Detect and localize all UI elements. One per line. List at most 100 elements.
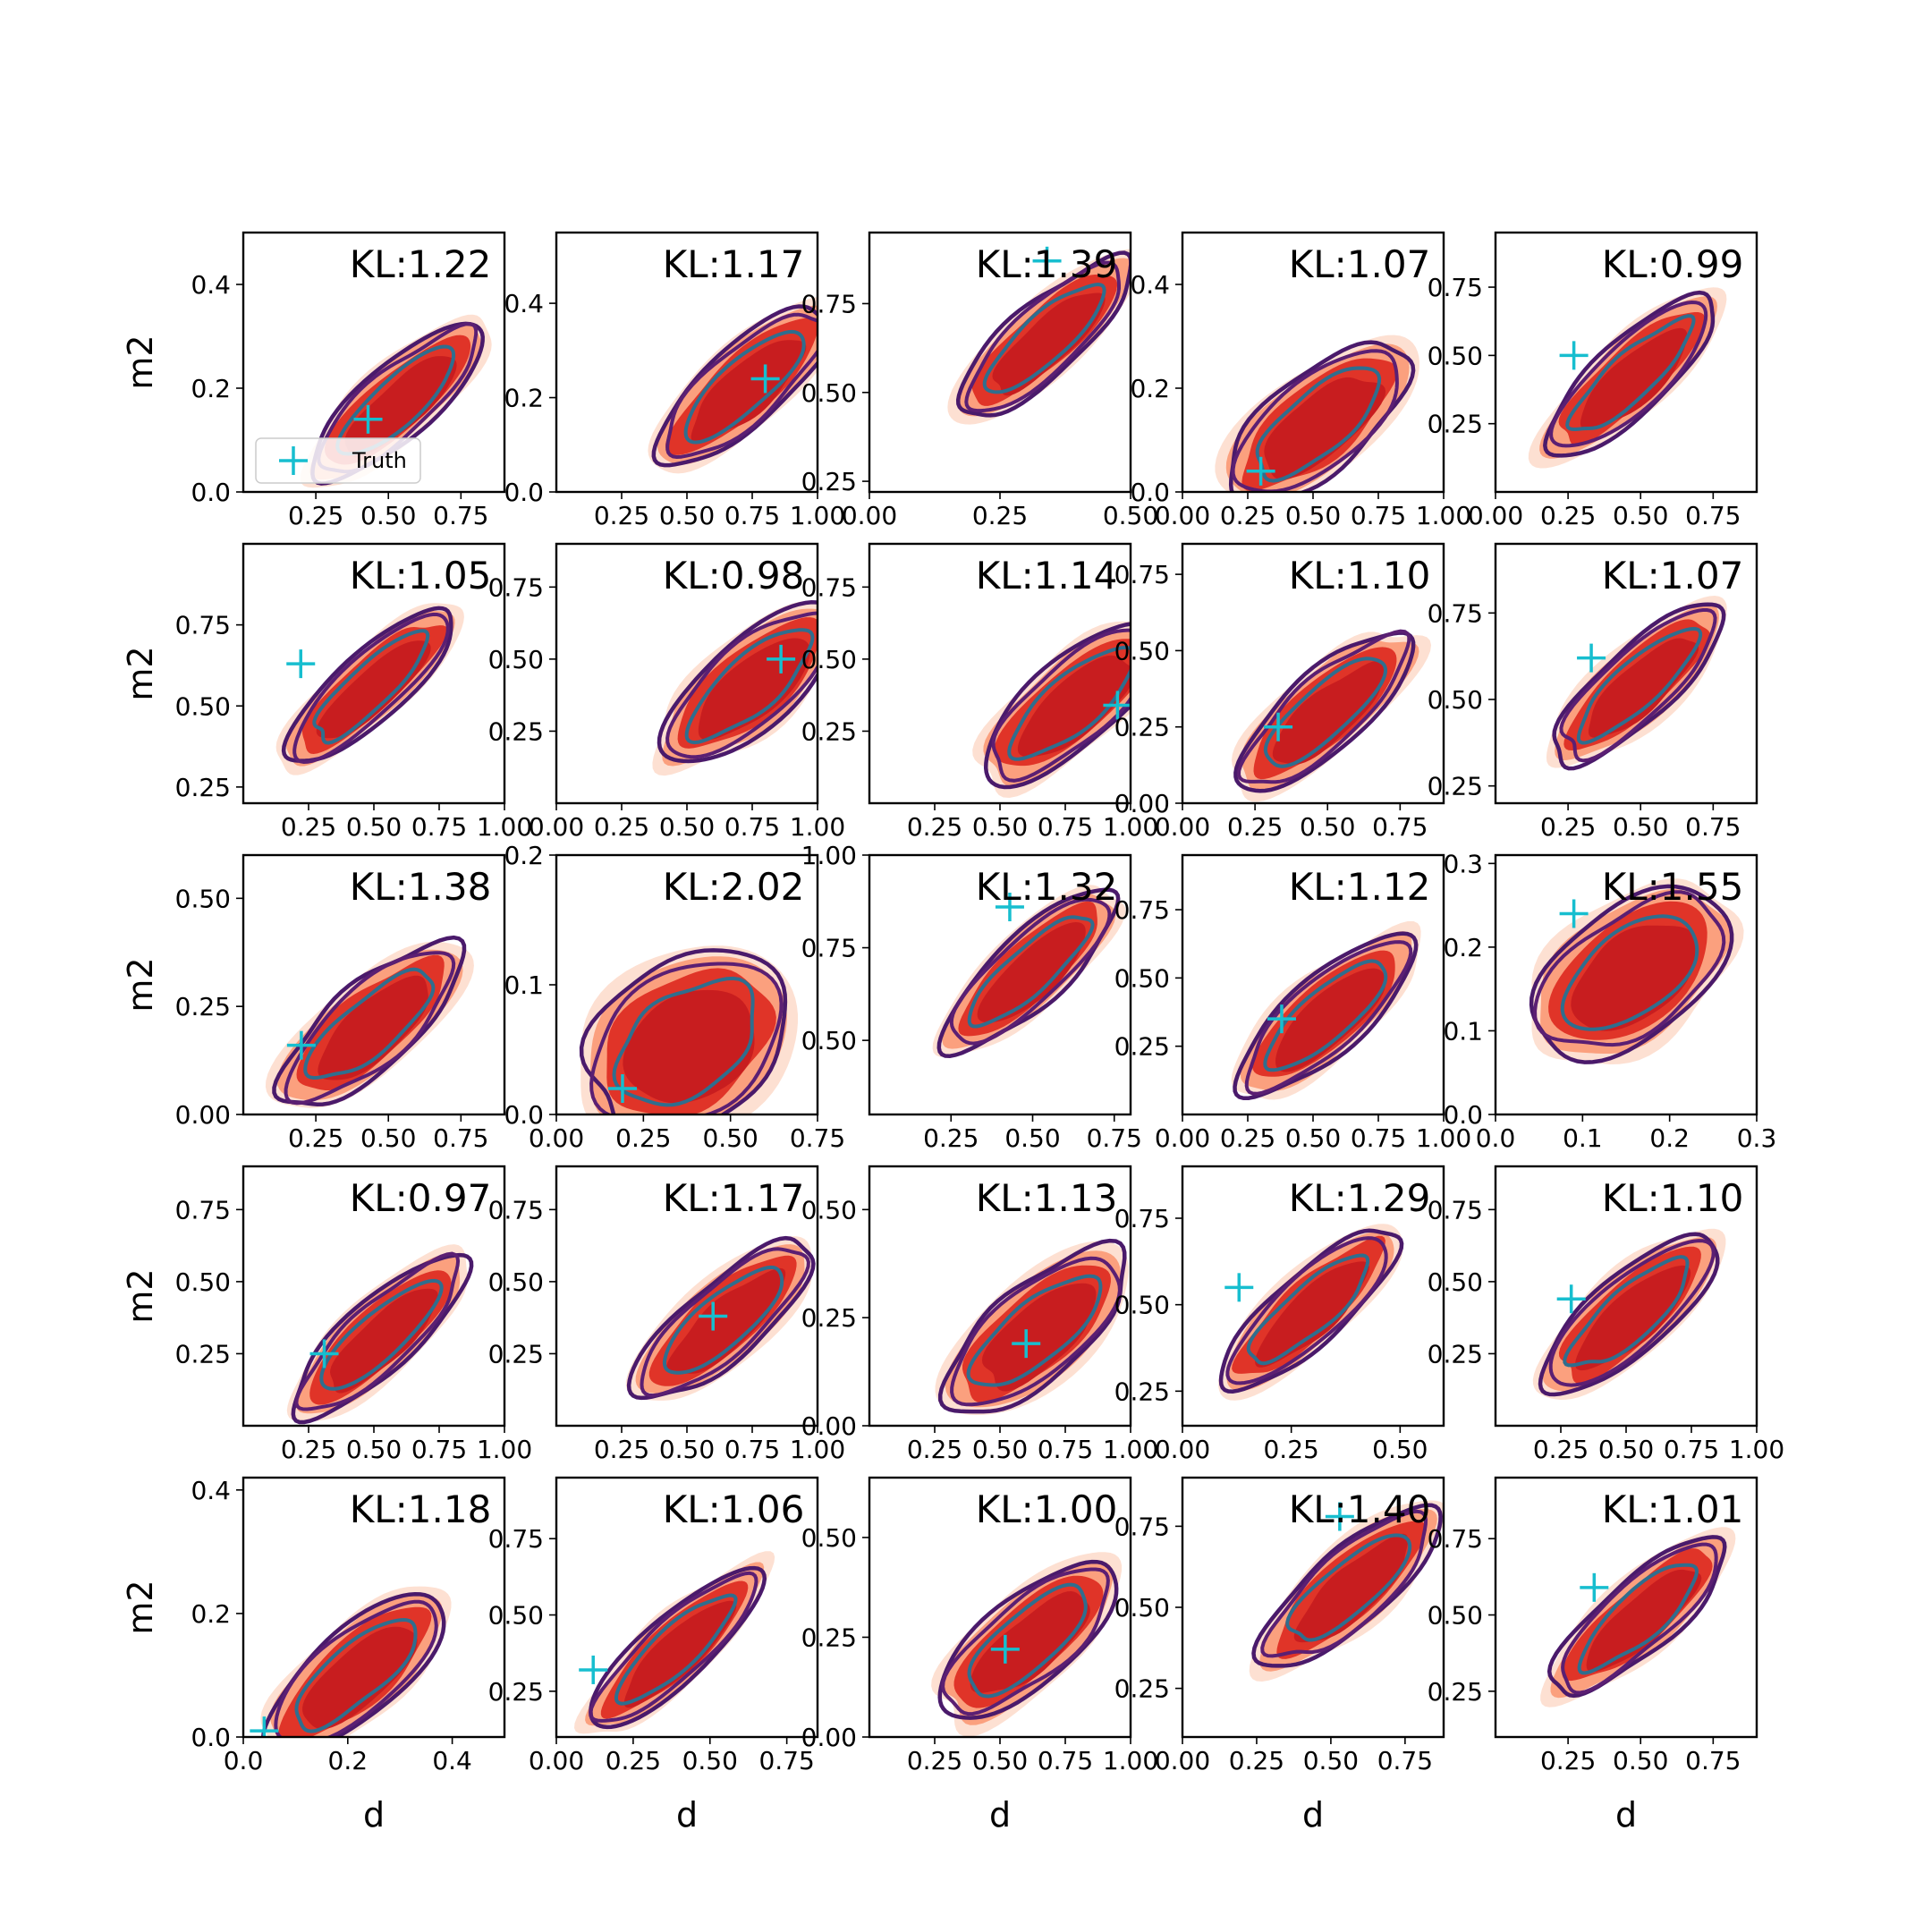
contour-line-inner bbox=[1560, 914, 1699, 1031]
y-tick-label: 0.25 bbox=[801, 716, 857, 746]
panel-19: 0.00 0.25 0.50 0.25 0.50 0.75 KL:1.29 bbox=[1114, 1165, 1445, 1464]
truth-marker bbox=[1325, 1502, 1354, 1531]
x-tick-label: 0.75 bbox=[1038, 812, 1093, 842]
panel-kl-title: KL:1.18 bbox=[350, 1487, 492, 1531]
density-region-core bbox=[1586, 1569, 1702, 1673]
panel-21: 0.0 0.2 0.4 0.0 0.2 0.4 KL:1.18 m2 d bbox=[121, 1476, 506, 1835]
x-tick-label: 1.00 bbox=[1103, 812, 1158, 842]
plot-area bbox=[1232, 629, 1431, 802]
x-tick-label: 0.50 bbox=[1285, 501, 1341, 530]
plot-area bbox=[1529, 878, 1744, 1064]
x-tick-label: 0.50 bbox=[1613, 1746, 1668, 1775]
contour-line-inner bbox=[1285, 1533, 1412, 1642]
x-tick-label: 0.25 bbox=[1263, 1435, 1318, 1464]
x-tick-label: 0.25 bbox=[606, 1746, 661, 1775]
x-tick-label: 0.50 bbox=[346, 1435, 402, 1464]
x-tick-label: 0.75 bbox=[1685, 1746, 1741, 1775]
x-tick-label: 0.00 bbox=[529, 812, 584, 842]
x-tick-label: 0.25 bbox=[288, 1123, 343, 1153]
panel-kl-title: KL:1.38 bbox=[350, 865, 492, 909]
density-region-core bbox=[1264, 377, 1386, 480]
x-tick-label: 0.25 bbox=[907, 1435, 962, 1464]
y-tick-label: 0.50 bbox=[801, 1523, 857, 1553]
density-region-core bbox=[330, 1288, 438, 1394]
x-tick-label: 0.50 bbox=[1598, 1435, 1654, 1464]
plot-area bbox=[275, 603, 464, 775]
x-tick-label: 0.50 bbox=[346, 812, 402, 842]
contour-line-mid bbox=[294, 1251, 461, 1411]
x-tick-label: 0.00 bbox=[842, 501, 897, 530]
x-tick-label: 0.00 bbox=[529, 1746, 584, 1775]
x-tick-label: 0.50 bbox=[1372, 1435, 1428, 1464]
contour-line-mid bbox=[640, 1247, 810, 1398]
y-tick-label: 0.25 bbox=[801, 1623, 857, 1652]
y-tick-label: 0.50 bbox=[1428, 1601, 1483, 1631]
panel-2: 0.25 0.50 0.75 1.00 0.0 0.2 0.4 KL:1.17 bbox=[504, 231, 845, 530]
density-region-core bbox=[1571, 925, 1698, 1031]
x-tick-label: 0.25 bbox=[1229, 1746, 1284, 1775]
panel-18: 0.25 0.50 0.75 1.00 0.00 0.25 0.50 KL:1.13 bbox=[801, 1165, 1158, 1464]
y-tick-label: 0.25 bbox=[175, 1339, 231, 1368]
y-tick-label: 0.75 bbox=[1114, 1512, 1170, 1541]
density-region-core bbox=[344, 356, 457, 458]
y-tick-label: 0.50 bbox=[1428, 341, 1483, 370]
contour-line-mid bbox=[284, 951, 456, 1106]
contour-line-mid bbox=[941, 1567, 1110, 1716]
panel-13: 0.25 0.50 0.75 0.50 0.75 1.00 KL:1.32 bbox=[801, 841, 1142, 1153]
plot-area bbox=[1532, 1228, 1726, 1400]
panel-10: 0.25 0.50 0.75 0.25 0.50 0.75 KL:1.07 bbox=[1428, 542, 1758, 842]
density-region-core bbox=[1580, 327, 1688, 430]
x-tick-label: 0.25 bbox=[1540, 812, 1596, 842]
y-tick-label: 0.0 bbox=[1130, 478, 1170, 507]
contour-line-inner bbox=[1577, 1563, 1699, 1675]
contour-line-mid bbox=[1236, 629, 1411, 784]
panel-kl-title: KL:1.17 bbox=[663, 242, 805, 286]
axes-frame bbox=[555, 1476, 819, 1739]
truth-marker bbox=[1267, 1004, 1296, 1034]
panel-kl-title: KL:1.07 bbox=[1602, 554, 1744, 597]
panel-kl-title: KL:0.97 bbox=[350, 1176, 492, 1220]
y-tick-label: 0.0 bbox=[1443, 1100, 1483, 1130]
contour-line-mid bbox=[964, 260, 1121, 413]
contour-line-mid bbox=[665, 611, 818, 759]
y-tick-label: 0.2 bbox=[504, 384, 544, 413]
contour-line-inner bbox=[1255, 366, 1382, 483]
contour-line-mid bbox=[949, 897, 1112, 1046]
x-tick-label: 0.00 bbox=[529, 1123, 584, 1153]
contour-line-outer bbox=[983, 622, 1131, 790]
x-tick-label: 0.2 bbox=[1649, 1123, 1690, 1153]
contour-line-outer bbox=[281, 606, 453, 763]
x-tick-label: 0.50 bbox=[972, 812, 1028, 842]
y-tick-label: 0.50 bbox=[1114, 963, 1170, 993]
x-tick-label: 1.00 bbox=[790, 812, 845, 842]
truth-marker bbox=[1012, 1329, 1041, 1359]
x-tick-label: 0.75 bbox=[411, 812, 467, 842]
panel-24: 0.00 0.25 0.50 0.75 0.25 0.50 0.75 KL:1.40 d bbox=[1114, 1476, 1445, 1835]
x-tick-label: 1.00 bbox=[1103, 1746, 1158, 1775]
y-tick-label: 0.75 bbox=[488, 1195, 544, 1224]
contour-line-mid bbox=[1561, 1542, 1718, 1695]
panel-kl-title: KL:1.10 bbox=[1602, 1176, 1744, 1220]
y-tick-label: 0.2 bbox=[1443, 933, 1483, 962]
y-tick-label: 0.25 bbox=[1428, 772, 1483, 801]
axes-frame bbox=[868, 853, 1132, 1116]
x-tick-label: 0.50 bbox=[1004, 1123, 1060, 1153]
truth-marker bbox=[353, 404, 383, 434]
plot-area bbox=[935, 1238, 1129, 1415]
plot-area bbox=[972, 621, 1131, 798]
y-tick-label: 0.50 bbox=[175, 884, 231, 913]
x-tick-label: 1.00 bbox=[790, 501, 845, 530]
panel-kl-title: KL:1.01 bbox=[1602, 1487, 1744, 1531]
axes-frame bbox=[1494, 542, 1758, 805]
x-tick-label: 0.25 bbox=[1533, 1435, 1589, 1464]
y-tick-label: 0.3 bbox=[1443, 849, 1483, 878]
x-tick-label: 0.75 bbox=[1087, 1123, 1142, 1153]
x-tick-label: 0.25 bbox=[923, 1123, 979, 1153]
x-tick-label: 0.50 bbox=[1103, 501, 1158, 530]
x-tick-label: 0.25 bbox=[594, 1435, 649, 1464]
density-region-core bbox=[623, 1600, 737, 1708]
density-region-core bbox=[1275, 968, 1386, 1072]
y-tick-label: 0.50 bbox=[175, 1267, 231, 1297]
x-tick-label: 0.50 bbox=[360, 1123, 416, 1153]
y-tick-label: 0.25 bbox=[1428, 410, 1483, 439]
